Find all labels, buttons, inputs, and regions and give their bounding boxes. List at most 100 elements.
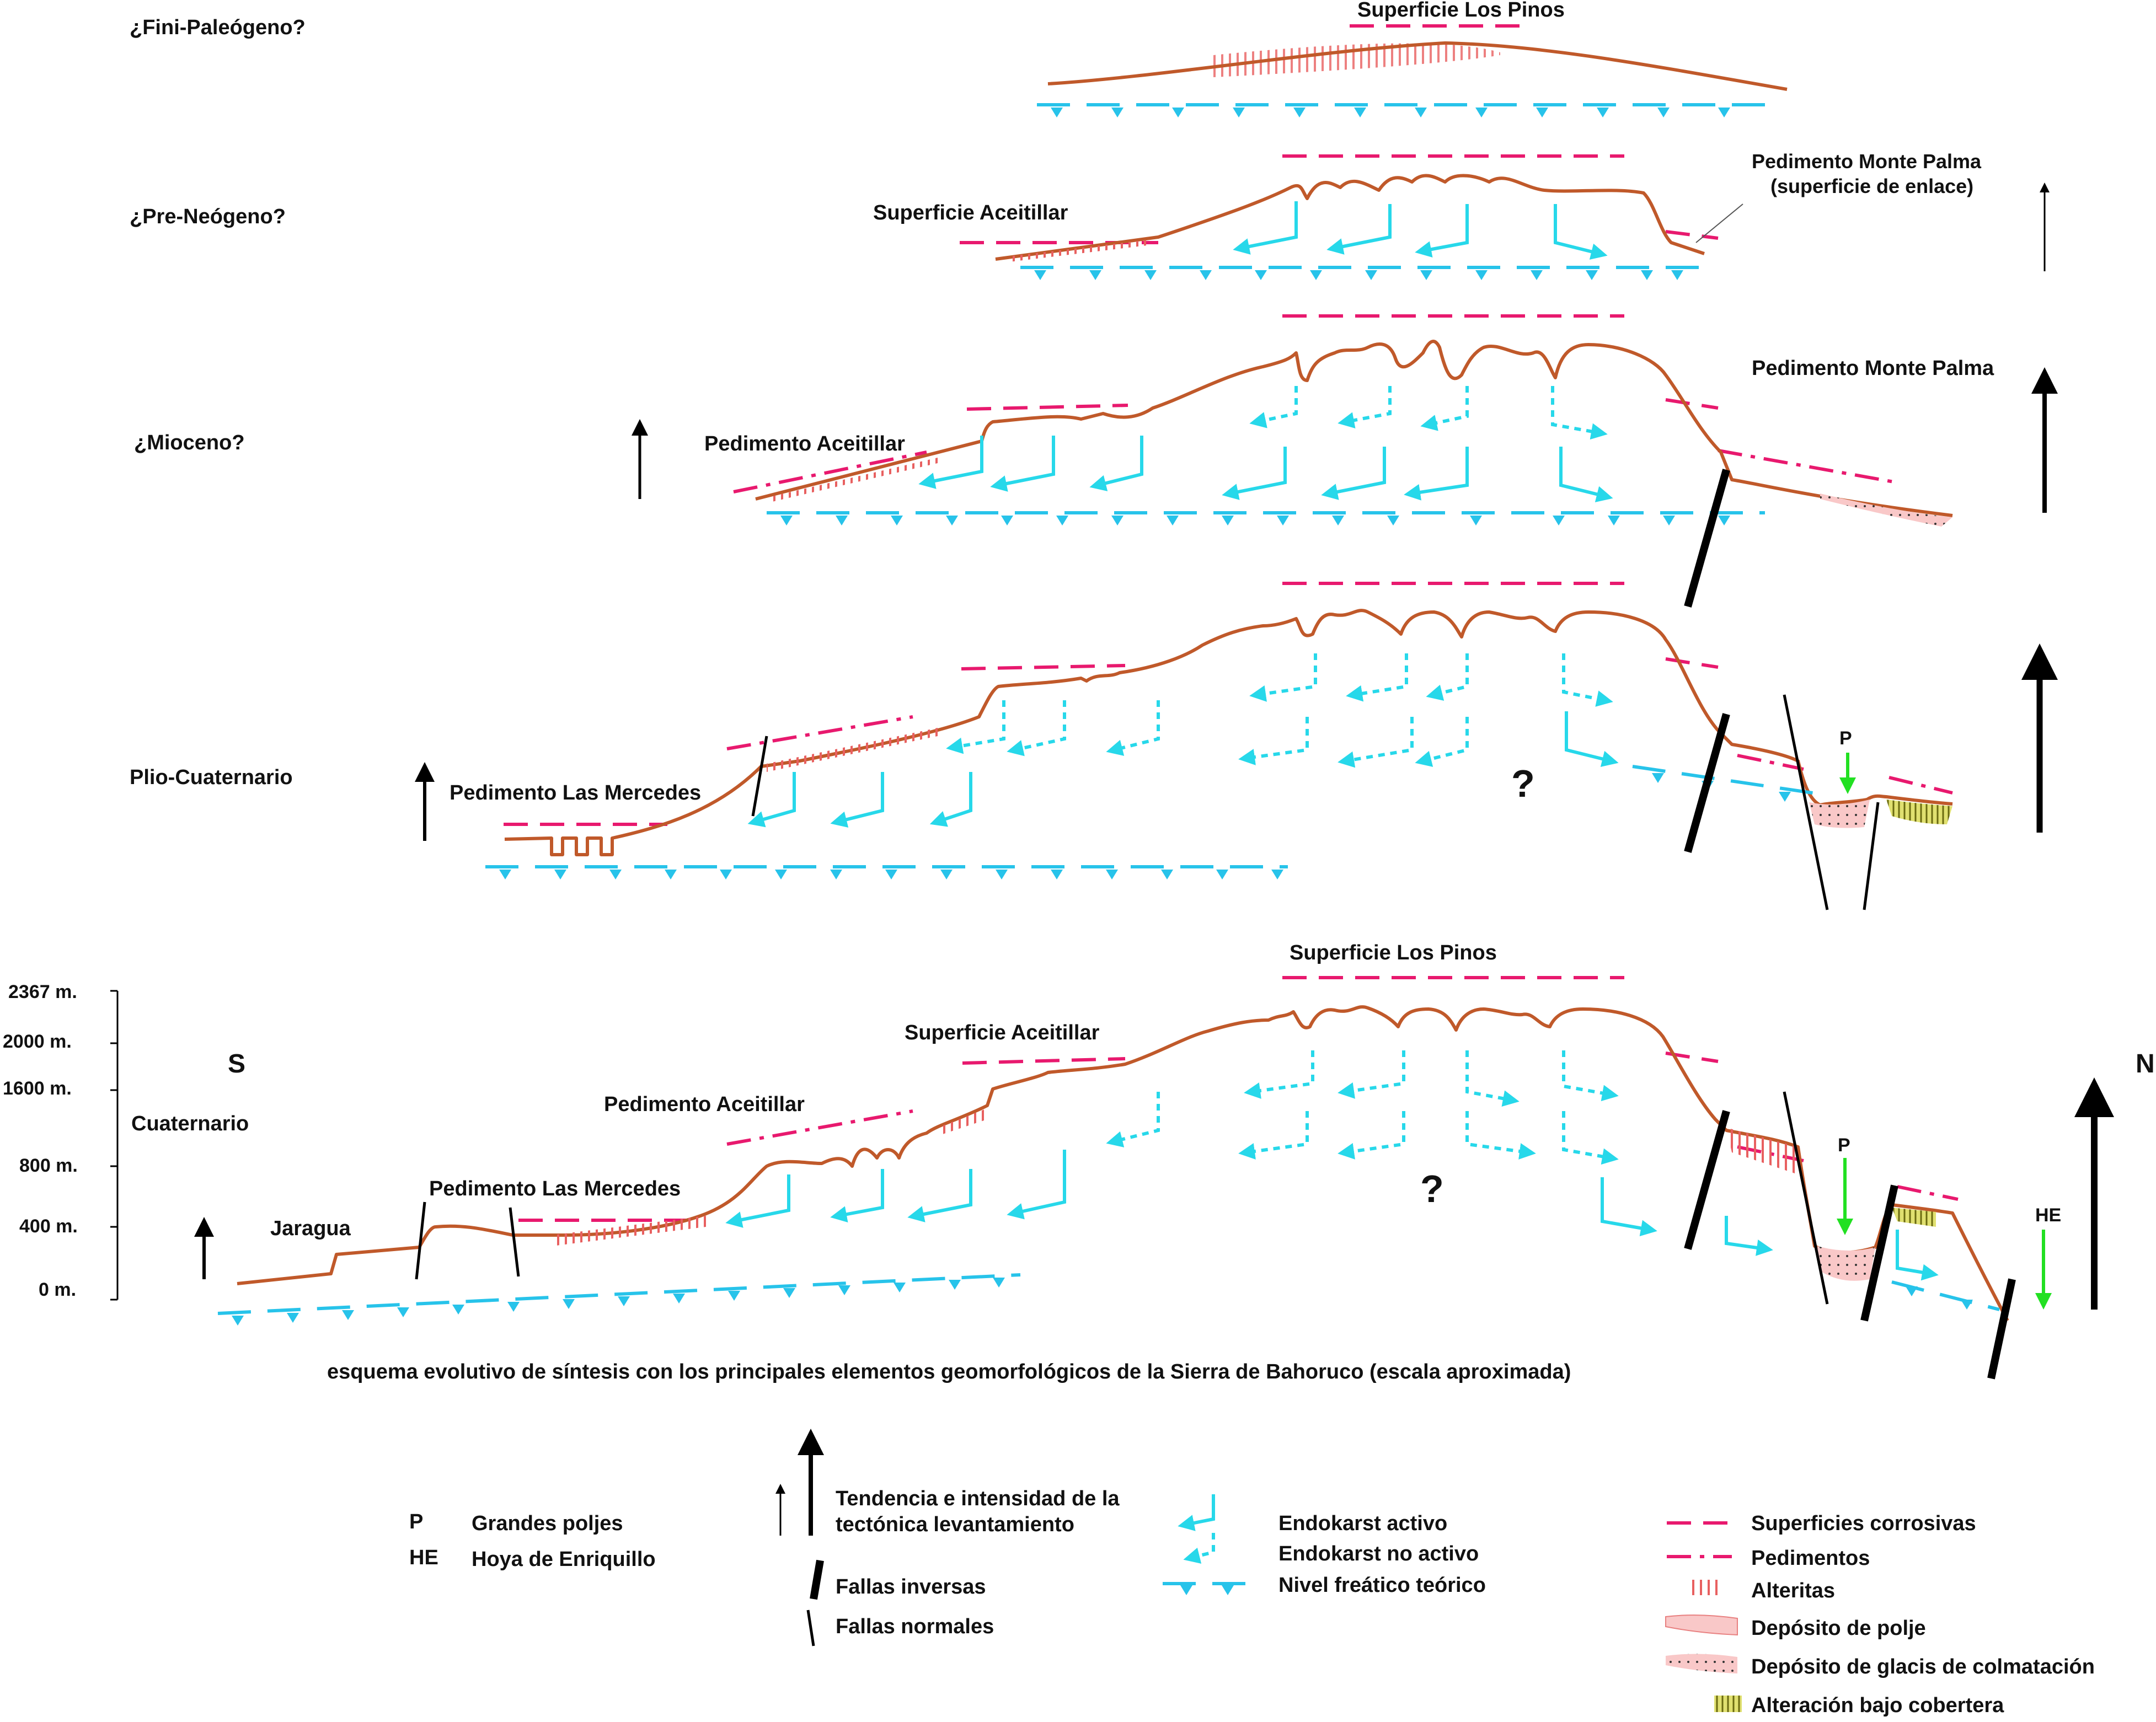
pediment-line-far-right <box>1888 776 1953 795</box>
axis-tick-2367: 2367 m. <box>8 981 77 1002</box>
profile-line <box>755 340 1953 517</box>
stage-3-section: Pedimento Aceitillar Pedimento Monte Pal… <box>632 314 2058 608</box>
water-table-markers-right <box>1652 773 1791 802</box>
north-label: N <box>2136 1049 2155 1079</box>
fault-normal-icon <box>415 1201 426 1280</box>
fault-inverse-icon <box>1684 713 1730 853</box>
fault-inverse-icon <box>1684 1110 1730 1250</box>
axis-tick-0: 0 m. <box>39 1279 76 1300</box>
endokarst-active-arrows <box>725 1150 1939 1281</box>
corrosive-surface-line-left <box>966 404 1128 411</box>
legend-he-code: HE <box>409 1546 438 1569</box>
water-table-markers <box>1051 108 1730 117</box>
axis-tick-1600: 1600 m. <box>3 1078 72 1099</box>
pediment-line <box>733 450 927 493</box>
label-superficie-los-pinos-top: Superficie Los Pinos <box>1357 0 1565 22</box>
legend-fallas-normales: Fallas normales <box>836 1615 994 1638</box>
alteritas-zone <box>1009 240 1147 262</box>
endokarst-arrow-icon-inactive <box>1183 1533 1215 1564</box>
legend-polje-swatch <box>1665 1614 1738 1636</box>
alteritas-zone <box>767 728 938 772</box>
legend-tectonic-line1: Tendencia e intensidad de la <box>836 1487 1120 1510</box>
corrosive-surface-line-right <box>1665 230 1719 240</box>
legend-p-text: Grandes poljes <box>472 1512 623 1535</box>
label-superficie-los-pinos: Superficie Los Pinos <box>1290 941 1497 964</box>
legend-fallas-inversas: Fallas inversas <box>836 1575 986 1598</box>
water-table-markers-right <box>1906 1286 1973 1310</box>
legend-pedimentos: Pedimentos <box>1751 1547 1870 1570</box>
fault-inverse-icon <box>1684 469 1730 608</box>
label-pedimento-monte-palma: Pedimento Monte Palma <box>1752 150 1982 173</box>
axis-tick-400: 400 m. <box>19 1216 78 1237</box>
legend-deposito-glacis: Depósito de glacis de colmatación <box>1751 1655 2095 1678</box>
legend-glacis-swatch <box>1666 1654 1737 1673</box>
stage-label-plio-cuaternario: Plio-Cuaternario <box>130 766 293 789</box>
legend-deposito-polje: Depósito de polje <box>1751 1617 1926 1640</box>
stage-2-section: Superficie Aceitillar Pedimento Monte Pa… <box>873 150 2050 280</box>
stage-label-fini-paleogeno: ¿Fini-Paleógeno? <box>130 16 306 39</box>
legend-alteration-swatch <box>1714 1696 1742 1712</box>
fault-normal-icon <box>509 1207 520 1277</box>
stage-label-pre-neogeno: ¿Pre-Neógeno? <box>130 205 286 228</box>
legend-alteracion: Alteración bajo cobertera <box>1751 1694 2004 1717</box>
legend-alteritas: Alteritas <box>1751 1579 1835 1602</box>
stage-4-section: Pedimento Las Mercedes <box>415 582 2058 910</box>
label-superficie-aceitillar: Superficie Aceitillar <box>905 1021 1100 1044</box>
question-mark: ? <box>1511 762 1535 805</box>
south-label: S <box>228 1049 245 1079</box>
fault-normal-icon <box>1863 802 1880 910</box>
pediment-line-far-right <box>1897 1185 1959 1201</box>
water-table-markers <box>1180 1585 1234 1595</box>
pediment-line-right <box>1737 754 1804 771</box>
legend-endokarst-activo: Endokarst activo <box>1278 1512 1447 1535</box>
endokarst-inactive-arrows <box>1106 1050 1619 1165</box>
alteration-under-cover <box>1892 1208 1936 1227</box>
label-pedimento-aceitillar: Pedimento Aceitillar <box>604 1093 805 1116</box>
fault-normal-icon <box>751 736 768 817</box>
legend-superficies-corrosivas: Superficies corrosivas <box>1751 1512 1976 1535</box>
pediment-line <box>726 715 913 750</box>
water-table-markers <box>232 1278 1005 1326</box>
fault-normal-icon <box>806 1610 815 1646</box>
endokarst-inactive-arrows <box>946 653 1613 768</box>
water-table-line-right <box>1891 1280 2000 1311</box>
profile-line <box>504 609 1953 856</box>
legend-alteritas-swatch <box>1690 1580 1718 1595</box>
legend-endokarst-no-activo: Endokarst no activo <box>1278 1542 1479 1565</box>
label-jaragua: Jaragua <box>270 1217 351 1240</box>
stage-5-section: 2367 m. 2000 m. 1600 m. 800 m. 400 m. 0 … <box>3 941 2155 1380</box>
legend-nivel-freatico: Nivel freático teórico <box>1278 1574 1486 1597</box>
stage-1-section: Superficie Los Pinos <box>1037 0 1788 117</box>
alteration-under-cover <box>1886 800 1952 824</box>
water-table-markers <box>499 870 1283 879</box>
water-table-line-right <box>1632 765 1821 796</box>
label-superficie-de-enlace: (superficie de enlace) <box>1770 175 1973 197</box>
alteritas-zone <box>1213 43 1500 77</box>
stage-label-cuaternario: Cuaternario <box>131 1112 249 1135</box>
glacis-deposit <box>1820 493 1952 527</box>
corrosive-surface-line-right <box>1665 657 1719 669</box>
profile-line <box>237 1005 2009 1322</box>
fault-inverse-icon <box>1860 1184 1898 1322</box>
alteritas-zone <box>552 1216 706 1246</box>
endokarst-arrow-icon <box>1178 1494 1215 1531</box>
legend-p-code: P <box>409 1510 423 1533</box>
fault-inverse-icon <box>1987 1278 2016 1380</box>
corrosive-surface-line-right <box>1665 398 1719 410</box>
corrosive-surface-line-left <box>962 1057 1126 1065</box>
axis-tick-2000: 2000 m. <box>3 1031 72 1052</box>
legend-he-text: Hoya de Enriquillo <box>472 1548 656 1571</box>
legend: P Grandes poljes HE Hoya de Enriquillo T… <box>409 1429 2095 1717</box>
alteritas-zone <box>772 458 938 502</box>
label-superficie-aceitillar: Superficie Aceitillar <box>873 201 1068 224</box>
label-pedimento-las-mercedes: Pedimento Las Mercedes <box>450 781 701 804</box>
label-pedimento-las-mercedes: Pedimento Las Mercedes <box>429 1177 681 1200</box>
endokarst-active-arrows <box>1233 201 1608 260</box>
elevation-axis-ticks <box>110 990 117 1301</box>
profile-line <box>995 174 1705 261</box>
fault-normal-icon <box>1783 694 1829 910</box>
alteritas-zone <box>1726 1128 1798 1174</box>
polje-label: P <box>1838 1135 1850 1156</box>
label-pedimento-monte-palma: Pedimento Monte Palma <box>1752 357 1994 380</box>
